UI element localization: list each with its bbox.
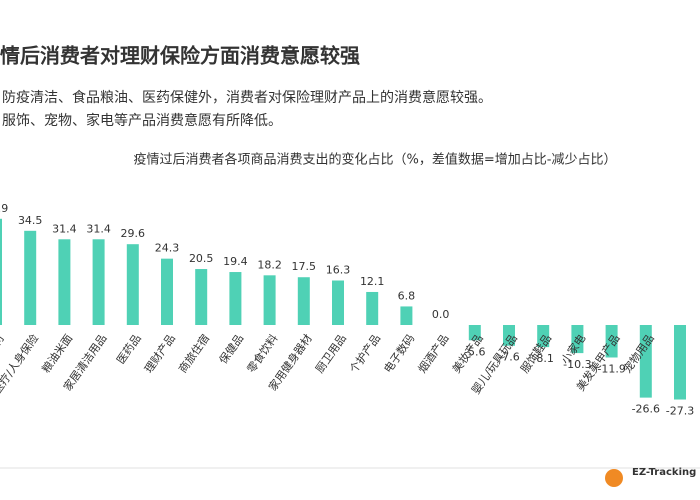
data-label: 20.5 <box>189 252 214 265</box>
bar <box>58 239 71 325</box>
bullet: 服饰、宠物、家电等产品消费意愿有所降低。 <box>2 112 282 129</box>
bar <box>366 291 379 325</box>
data-label: -11.9 <box>597 362 625 375</box>
bar <box>297 277 310 325</box>
data-label: 6.8 <box>398 289 416 302</box>
bar <box>674 325 686 400</box>
slide-title: 情后消费者对理财保险方面消费意愿较强 <box>0 44 360 68</box>
bar <box>195 269 208 325</box>
data-label: 0.0 <box>432 308 450 321</box>
data-label: -5.6 <box>464 345 485 358</box>
logo-text: EZ-Tracking <box>632 467 696 478</box>
bar <box>92 239 105 325</box>
bar <box>24 230 37 325</box>
data-label: 12.1 <box>360 275 385 288</box>
bar <box>571 325 584 354</box>
data-label: 24.3 <box>155 242 180 255</box>
bar <box>468 325 481 341</box>
bar <box>332 280 344 325</box>
data-label: -7.6 <box>498 351 519 364</box>
data-label: -26.6 <box>632 403 660 416</box>
data-label: 38.9 <box>0 202 8 215</box>
bar <box>400 306 413 325</box>
logo-icon <box>605 469 623 487</box>
bullet: 防疫清洁、食品粮油、医药保健外，消费者对保险理财产品上的消费意愿较强。 <box>2 89 492 106</box>
bar <box>161 258 173 325</box>
data-label: -8.1 <box>532 352 553 365</box>
data-label: 18.2 <box>257 258 282 271</box>
data-label: 16.3 <box>326 264 351 277</box>
data-label: 31.4 <box>52 222 77 235</box>
data-label: 29.6 <box>121 227 146 240</box>
bar <box>639 325 652 398</box>
bar <box>605 325 618 358</box>
bar <box>537 325 550 348</box>
data-label: 17.5 <box>292 260 317 273</box>
data-label: -27.3 <box>666 405 694 418</box>
data-label: 19.4 <box>223 255 248 268</box>
data-label: 34.5 <box>18 214 43 227</box>
bar <box>126 244 139 325</box>
bar <box>503 325 515 346</box>
chart-title: 疫情过后消费者各项商品消费支出的变化占比（%，差值数据=增加占比-减少占比） <box>134 152 617 168</box>
data-label: -10.3 <box>563 358 591 371</box>
bar <box>0 218 2 325</box>
bar <box>263 275 276 325</box>
data-label: 31.4 <box>86 222 111 235</box>
bar <box>229 272 242 325</box>
